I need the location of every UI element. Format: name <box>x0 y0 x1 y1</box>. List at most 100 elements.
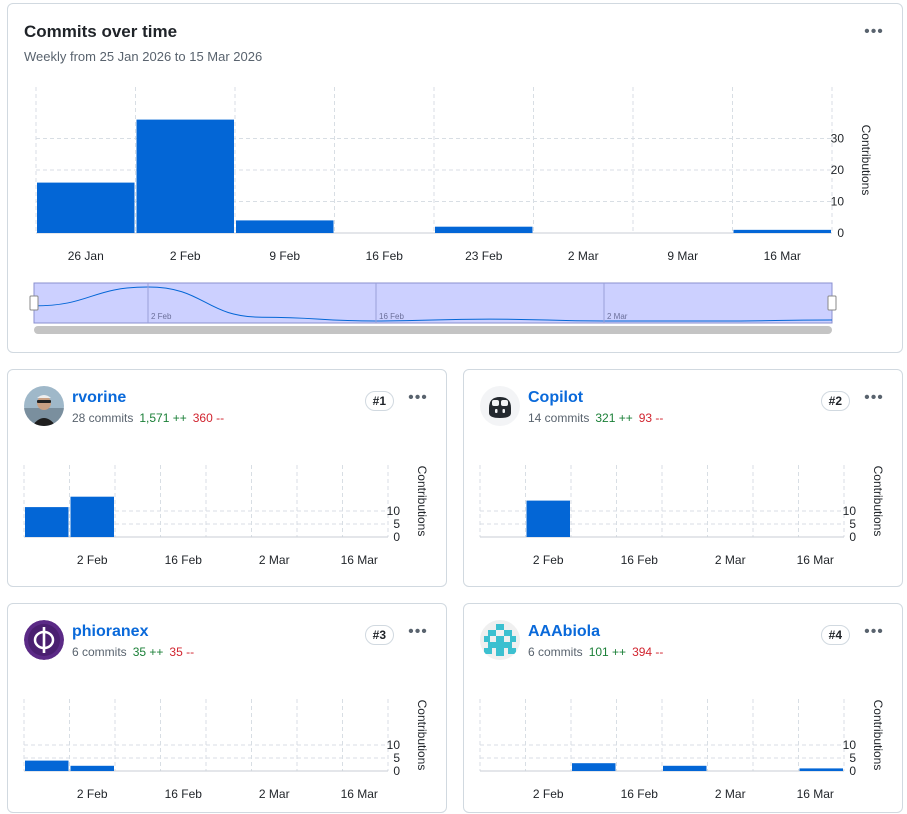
y-tick-label: 30 <box>831 132 845 146</box>
additions-count: 1,571 ++ <box>139 411 187 425</box>
avatar[interactable] <box>24 386 64 426</box>
y-tick-label: 5 <box>393 751 400 765</box>
commit-count: 14 commits <box>528 411 590 425</box>
y-tick-label: 0 <box>849 764 856 778</box>
contributor-name-link[interactable]: phioranex <box>72 623 149 640</box>
y-tick-label: 0 <box>849 530 856 544</box>
deletions-count: 35 -- <box>169 645 195 659</box>
additions-count: 101 ++ <box>588 645 627 659</box>
commit-count: 6 commits <box>528 645 583 659</box>
y-tick-label: 0 <box>393 530 400 544</box>
kebab-horizontal-icon[interactable]: ••• <box>864 23 884 40</box>
x-tick-label: 2 Mar <box>715 553 746 567</box>
rank-badge: #1 <box>364 391 394 411</box>
brush-scrollbar[interactable] <box>34 326 832 334</box>
bar <box>136 119 234 233</box>
contributor-stats: 6 commits 101 ++ 394 -- <box>528 645 663 659</box>
bar <box>572 763 616 771</box>
rank-badge: #4 <box>820 625 850 645</box>
contributor-name-link[interactable]: Copilot <box>528 389 584 406</box>
y-axis-label: Contributions <box>871 700 885 771</box>
deletions-count: 360 -- <box>192 411 225 425</box>
bar <box>799 768 843 771</box>
commit-count: 6 commits <box>72 645 127 659</box>
brush-handle[interactable] <box>827 295 837 311</box>
bar <box>37 182 135 233</box>
y-tick-label: 0 <box>837 226 844 240</box>
y-tick-label: 5 <box>849 517 856 531</box>
deletions-count: 93 -- <box>638 411 664 425</box>
contributor-stats: 28 commits 1,571 ++ 360 -- <box>72 411 224 425</box>
y-tick-label: 10 <box>387 504 401 518</box>
y-axis-label: Contributions <box>415 466 429 537</box>
y-tick-label: 5 <box>849 751 856 765</box>
kebab-horizontal-icon[interactable]: ••• <box>864 623 884 640</box>
chart-subtitle: Weekly from 25 Jan 2026 to 15 Mar 2026 <box>24 49 263 64</box>
additions-count: 321 ++ <box>595 411 633 425</box>
x-tick-label: 16 Feb <box>621 787 659 801</box>
brush-handle[interactable] <box>29 295 39 311</box>
y-axis-label: Contributions <box>859 125 873 196</box>
brush-tick-label: 2 Mar <box>607 312 628 321</box>
y-tick-label: 10 <box>831 195 845 209</box>
contributor-stats: 6 commits 35 ++ 35 -- <box>72 645 194 659</box>
bar <box>25 760 69 771</box>
contributor-name-link[interactable]: rvorine <box>72 389 127 406</box>
x-tick-label: 16 Mar <box>341 553 378 567</box>
commits-over-time-card: Commits over time Weekly from 25 Jan 202… <box>7 3 903 353</box>
x-tick-label: 2 Mar <box>259 553 290 567</box>
brush-tick-label: 16 Feb <box>379 312 404 321</box>
y-tick-label: 10 <box>843 738 857 752</box>
commits-chart: 0 10 20 30 26 Jan 2 Feb 9 Feb 16 Feb 23 Feb 2 Mar… <box>29 87 873 334</box>
x-tick-label: 16 Feb <box>621 553 659 567</box>
x-tick-label: 26 Jan <box>68 249 104 263</box>
kebab-horizontal-icon[interactable]: ••• <box>408 389 428 406</box>
deletions-count: 394 -- <box>632 645 664 659</box>
bar <box>435 226 533 233</box>
y-axis-label: Contributions <box>415 700 429 771</box>
x-tick-label: 16 Feb <box>366 249 404 263</box>
y-axis-label: Contributions <box>871 466 885 537</box>
x-tick-label: 16 Mar <box>797 787 834 801</box>
x-tick-label: 2 Feb <box>77 553 108 567</box>
x-tick-label: 2 Mar <box>715 787 746 801</box>
x-tick-label: 16 Mar <box>797 553 834 567</box>
bar <box>70 765 114 771</box>
x-tick-label: 2 Feb <box>533 553 564 567</box>
commit-count: 28 commits <box>72 411 134 425</box>
x-tick-label: 2 Feb <box>77 787 108 801</box>
bar <box>733 229 831 233</box>
kebab-horizontal-icon[interactable]: ••• <box>864 389 884 406</box>
y-tick-label: 10 <box>387 738 401 752</box>
contributor-stats: 14 commits 321 ++ 93 -- <box>528 411 663 425</box>
brush-tick-label: 2 Feb <box>151 312 172 321</box>
bar <box>236 220 334 233</box>
x-tick-label: 9 Feb <box>269 249 300 263</box>
y-tick-label: 5 <box>393 517 400 531</box>
avatar[interactable] <box>24 620 64 660</box>
contributor-card: rvorine 28 commits 1,571 ++ 360 -- #1 ••• … <box>7 369 447 587</box>
x-tick-label: 16 Feb <box>165 787 203 801</box>
kebab-horizontal-icon[interactable]: ••• <box>408 623 428 640</box>
y-tick-label: 20 <box>831 163 845 177</box>
contributor-name-link[interactable]: AAAbiola <box>528 623 600 640</box>
rank-badge: #2 <box>820 391 850 411</box>
x-tick-label: 2 Feb <box>170 249 201 263</box>
x-tick-label: 2 Mar <box>568 249 599 263</box>
x-tick-label: 2 Mar <box>259 787 290 801</box>
rank-badge: #3 <box>364 625 394 645</box>
x-tick-label: 16 Feb <box>165 553 203 567</box>
chart-title: Commits over time <box>24 22 178 41</box>
bar <box>25 507 69 537</box>
avatar[interactable] <box>480 620 520 660</box>
bar <box>663 765 707 771</box>
avatar[interactable] <box>480 386 520 426</box>
x-tick-label: 16 Mar <box>764 249 801 263</box>
